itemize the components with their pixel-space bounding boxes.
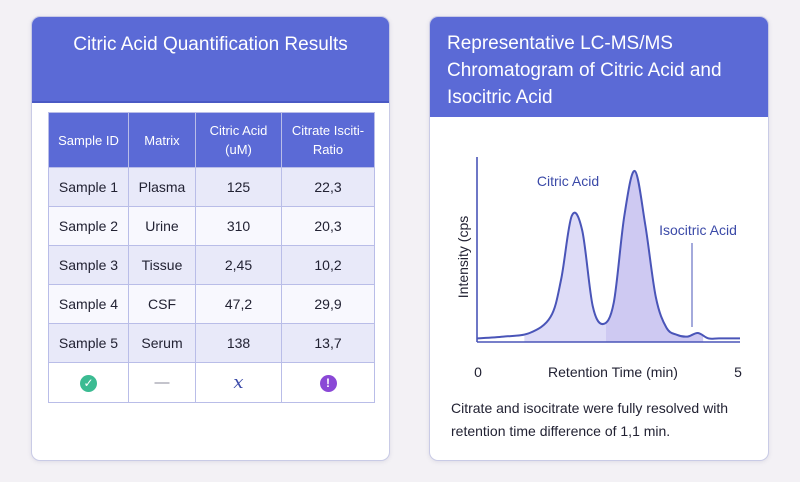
table-row: Sample 2 Urine 310 20,3 <box>48 206 375 246</box>
status-cell: ! <box>281 362 375 403</box>
table-cell: Sample 4 <box>48 284 129 324</box>
x-axis-label: Retention Time (min) <box>548 364 678 380</box>
column-header: Matrix <box>128 112 196 168</box>
table-cell: 2,45 <box>195 245 282 285</box>
table-cell: Tissue <box>128 245 196 285</box>
table-cell: Sample 3 <box>48 245 129 285</box>
table-cell: Sample 2 <box>48 206 129 246</box>
table-row: Sample 3 Tissue 2,45 10,2 <box>48 245 375 285</box>
table-header-row: Sample ID Matrix Citric Acid (uM) Citrat… <box>48 112 375 168</box>
results-card: Citric Acid Quantification Results Sampl… <box>31 16 390 461</box>
results-card-title: Citric Acid Quantification Results <box>32 17 389 103</box>
x-icon: x <box>233 372 244 393</box>
dash-icon: — <box>154 374 170 391</box>
chromatogram-card-title: Representative LC-MS/MS Chromatogram of … <box>430 17 768 117</box>
table-cell: 125 <box>195 167 282 207</box>
table-cell: 13,7 <box>281 323 375 363</box>
chromatogram-chart: 0 5 Retention Time (min) Intensity (cps … <box>455 157 742 380</box>
table-cell: 310 <box>195 206 282 246</box>
chromatogram-line <box>476 169 740 340</box>
status-cell: — <box>128 362 196 403</box>
table-cell: 22,3 <box>281 167 375 207</box>
table-cell: 10,2 <box>281 245 375 285</box>
status-cell: x <box>195 362 282 403</box>
column-header: Citrate Isciti- Ratio <box>281 112 375 168</box>
chromatogram-card: Representative LC-MS/MS Chromatogram of … <box>429 16 769 461</box>
status-cell: ✓ <box>48 362 129 403</box>
table-cell: Serum <box>128 323 196 363</box>
table-cell: 138 <box>195 323 282 363</box>
check-circle-icon: ✓ <box>80 374 97 392</box>
peak-shaded-area <box>605 170 704 342</box>
table-row: Sample 5 Serum 138 13,7 <box>48 323 375 363</box>
table-cell: Sample 5 <box>48 323 129 363</box>
table-row: Sample 4 CSF 47,2 29,9 <box>48 284 375 324</box>
status-row: ✓ — x ! <box>48 362 375 403</box>
table-cell: 47,2 <box>195 284 282 324</box>
table-cell: Urine <box>128 206 196 246</box>
y-axis-label: Intensity (cps <box>455 216 471 298</box>
peak-annotation: Citric Acid <box>537 173 599 189</box>
column-header: Sample ID <box>48 112 129 168</box>
peak-shaded-area <box>524 212 606 342</box>
table-row: Sample 1 Plasma 125 22,3 <box>48 167 375 207</box>
table-cell: Plasma <box>128 167 196 207</box>
peak-annotation: Isocitric Acid <box>659 222 737 238</box>
column-header: Citric Acid (uM) <box>195 112 282 168</box>
x-tick-label: 0 <box>474 364 482 380</box>
results-table: Sample ID Matrix Citric Acid (uM) Citrat… <box>48 112 375 403</box>
x-tick-label: 5 <box>734 364 742 380</box>
plot-area <box>476 169 740 342</box>
table-cell: Sample 1 <box>48 167 129 207</box>
table-cell: 29,9 <box>281 284 375 324</box>
chart-footnote: Citrate and isocitrate were fully resolv… <box>451 400 729 439</box>
table-cell: 20,3 <box>281 206 375 246</box>
alert-circle-icon: ! <box>319 374 337 392</box>
table-cell: CSF <box>128 284 196 324</box>
